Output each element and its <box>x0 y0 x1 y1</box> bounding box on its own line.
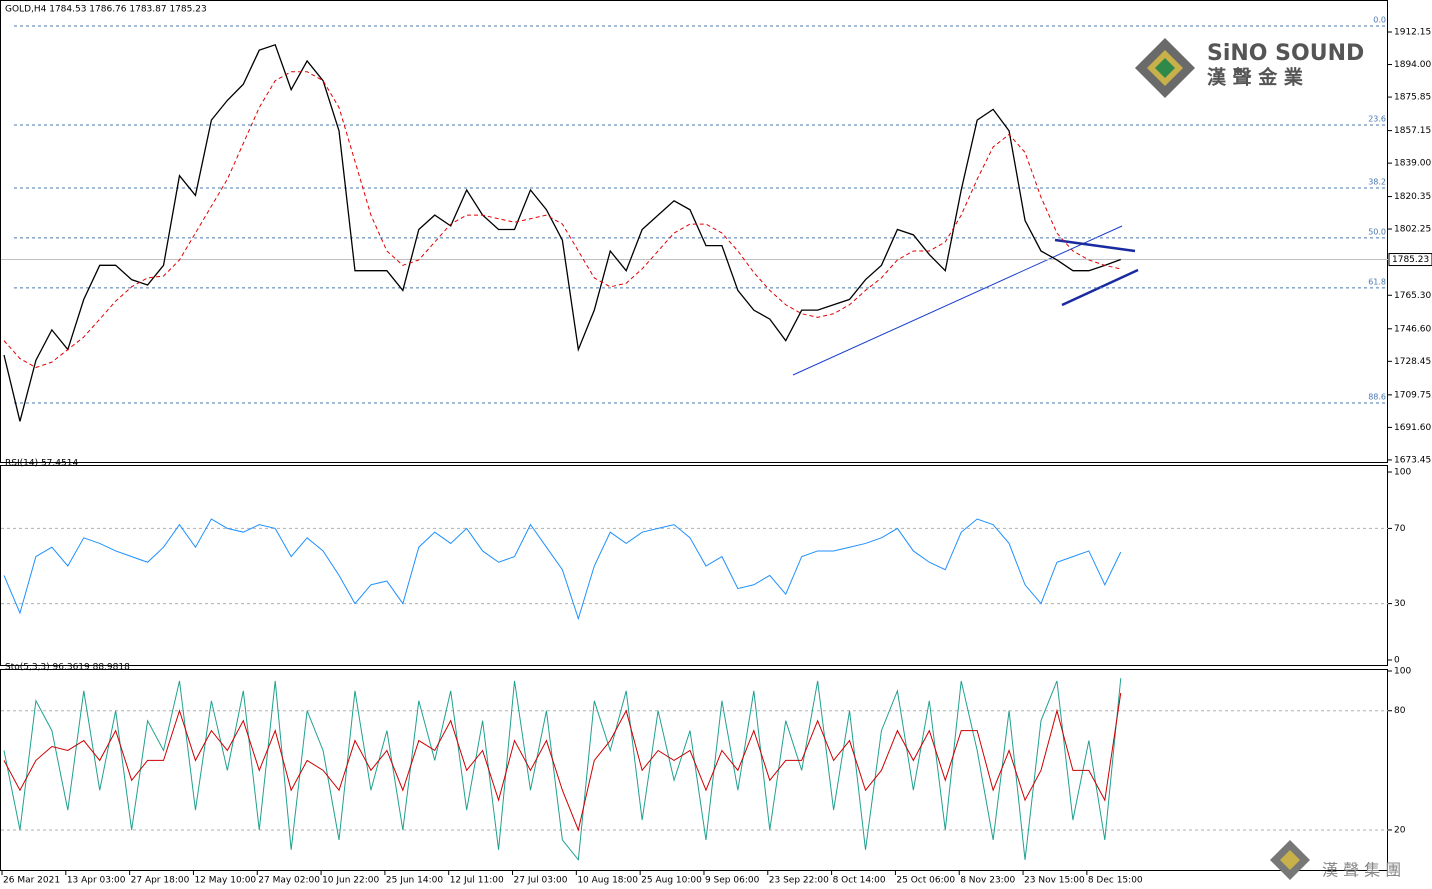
y-tick-label: 1857.15 <box>1394 126 1431 136</box>
y-tick-label: 1894.00 <box>1394 60 1431 70</box>
fib-label: 23.6 <box>1368 114 1386 123</box>
sto-panel <box>0 669 1388 871</box>
x-tick-label: 10 Jun 22:00 <box>322 876 379 886</box>
logo-footer: 漢 聲 集 團 <box>1322 861 1401 880</box>
x-tick-label: 26 Mar 2021 <box>3 876 60 886</box>
y-tick-label: 1912.15 <box>1394 27 1431 37</box>
series-line <box>3 692 1122 832</box>
x-tick-label: 9 Sep 06:00 <box>705 876 760 886</box>
y-tick-label: 30 <box>1394 599 1406 609</box>
logo-mark <box>1155 58 1175 78</box>
x-tick-label: 27 May 02:00 <box>258 876 320 886</box>
x-tick-label: 12 Jul 11:00 <box>450 876 504 886</box>
panel-title: Sto(5,3,3) 96.3619 88.9818 <box>5 663 130 673</box>
fib-label: 88.6 <box>1368 393 1386 402</box>
x-tick-label: 25 Jun 14:00 <box>386 876 443 886</box>
x-tick-label: 25 Aug 10:00 <box>641 876 702 886</box>
series-line <box>3 518 1122 621</box>
fib-label: 50.0 <box>1368 227 1386 236</box>
y-tick-label: 1839.00 <box>1394 159 1431 169</box>
panel-title: GOLD,H4 1784.53 1786.76 1783.87 1785.23 <box>5 5 207 15</box>
x-tick-label: 12 May 10:00 <box>194 876 256 886</box>
fib-label: 0.0 <box>1373 15 1386 24</box>
trendline <box>792 225 1123 376</box>
x-tick-label: 23 Nov 15:00 <box>1024 876 1085 886</box>
rsi-panel <box>0 465 1388 666</box>
logo-mark <box>1280 850 1300 870</box>
y-tick-label: 100 <box>1394 666 1411 676</box>
x-tick-label: 27 Jul 03:00 <box>514 876 568 886</box>
y-tick-label: 1802.25 <box>1394 225 1431 235</box>
last-price-box <box>1388 253 1432 267</box>
y-tick-label: 1691.60 <box>1394 423 1431 433</box>
panel-title: RSI(14) 57.4514 <box>5 459 78 469</box>
x-tick-label: 10 Aug 18:00 <box>577 876 638 886</box>
logo-name: SiNO SOUND <box>1207 41 1364 66</box>
logo-subtitle: 漢 聲 金 業 <box>1207 66 1304 89</box>
x-tick-label: 23 Sep 22:00 <box>769 876 829 886</box>
fib-label: 61.8 <box>1368 277 1386 286</box>
y-tick-label: 20 <box>1394 825 1406 835</box>
fib-label: 38.2 <box>1368 178 1386 187</box>
logo: SiNO SOUND 漢 聲 金 業 漢 聲 集 團 <box>1135 38 1401 880</box>
y-tick-label: 1875.85 <box>1394 93 1431 103</box>
trendline <box>1054 238 1136 253</box>
y-tick-label: 1746.60 <box>1394 324 1431 334</box>
y-tick-label: 80 <box>1394 706 1406 716</box>
y-tick-label: 100 <box>1394 468 1411 478</box>
x-tick-label: 13 Apr 03:00 <box>67 876 126 886</box>
series-line <box>3 43 1121 422</box>
x-tick-label: 8 Nov 23:00 <box>960 876 1015 886</box>
x-tick-label: 27 Apr 18:00 <box>131 876 190 886</box>
y-tick-label: 1820.35 <box>1394 192 1431 202</box>
x-tick-label: 8 Oct 14:00 <box>833 876 886 886</box>
y-tick-label: 70 <box>1394 524 1406 534</box>
y-tick-label: 1728.45 <box>1394 357 1431 367</box>
y-tick-label: 1765.30 <box>1394 291 1431 301</box>
series-line <box>3 678 1122 862</box>
last-price-label: 1785.23 <box>1392 255 1429 265</box>
x-tick-label: 25 Oct 06:00 <box>896 876 955 886</box>
y-tick-label: 1709.75 <box>1394 390 1431 400</box>
y-tick-label: 0 <box>1394 655 1400 665</box>
x-tick-label: 8 Dec 15:00 <box>1088 876 1143 886</box>
series-line <box>3 71 1121 369</box>
y-tick-label: 1673.45 <box>1394 455 1431 465</box>
